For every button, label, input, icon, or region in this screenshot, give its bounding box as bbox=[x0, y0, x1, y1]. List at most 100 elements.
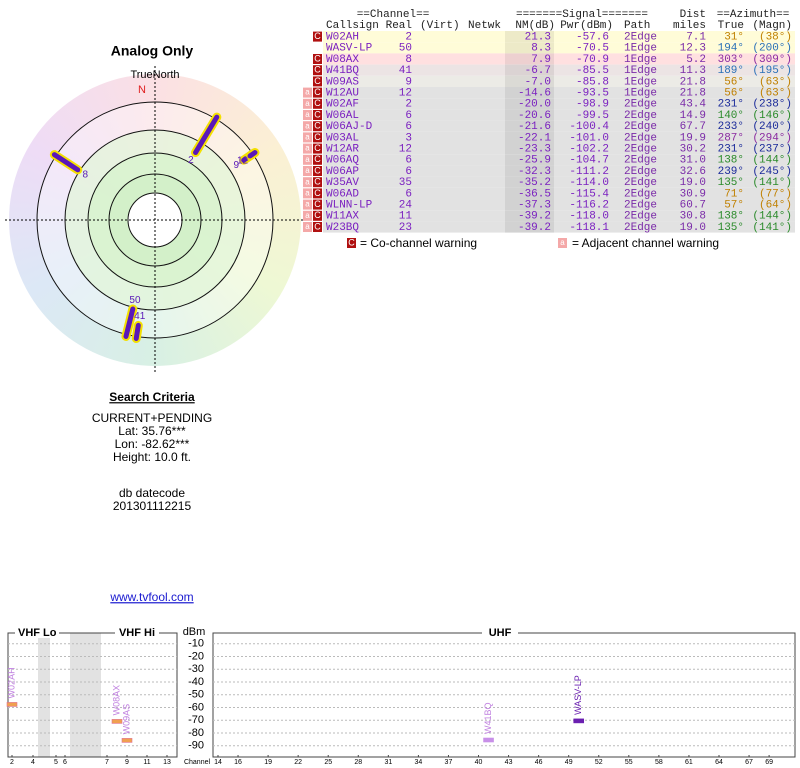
station-bar bbox=[247, 150, 258, 159]
table-cell: (141°) bbox=[752, 222, 792, 234]
table-cell: -7.0 bbox=[525, 76, 551, 88]
table-cell: (294°) bbox=[752, 132, 792, 144]
group-header: ==Channel== bbox=[357, 9, 430, 21]
x-tick-label: 55 bbox=[625, 759, 633, 766]
y-tick-label: -50 bbox=[188, 689, 204, 701]
station-label: 12 bbox=[237, 156, 249, 167]
table-cell: -104.7 bbox=[569, 155, 609, 167]
table-cell: 19.0 bbox=[680, 222, 706, 234]
site-link[interactable]: www.tvfool.com bbox=[109, 590, 193, 604]
adjacent-badge bbox=[303, 154, 312, 165]
co-channel-badge bbox=[347, 238, 356, 248]
table-cell: W35AV bbox=[326, 177, 359, 189]
row-background bbox=[323, 176, 795, 188]
signal-cell-shade bbox=[505, 87, 554, 99]
table-cell: 1Edge bbox=[624, 65, 657, 77]
table-cell: -99.5 bbox=[576, 110, 609, 122]
table-cell: 189° bbox=[718, 65, 744, 77]
co-channel-mark: C bbox=[314, 98, 321, 108]
row-background bbox=[323, 53, 795, 65]
table-cell: 12 bbox=[399, 144, 412, 156]
row-background bbox=[323, 154, 795, 166]
station-label: 41 bbox=[134, 311, 146, 322]
table-cell: 2Edge bbox=[624, 177, 657, 189]
x-tick-label: 28 bbox=[354, 759, 362, 766]
table-cell: -93.5 bbox=[576, 88, 609, 100]
adjacent-badge bbox=[303, 132, 312, 143]
table-cell: -98.9 bbox=[576, 99, 609, 111]
x-tick-label: 34 bbox=[415, 759, 423, 766]
table-cell: -102.2 bbox=[569, 144, 609, 156]
table-cell: (195°) bbox=[752, 65, 792, 77]
y-tick-label: -10 bbox=[188, 638, 204, 650]
co-channel-badge bbox=[313, 154, 322, 165]
table-cell: 2Edge bbox=[624, 32, 657, 44]
row-background bbox=[323, 210, 795, 222]
table-cell: 8 bbox=[405, 54, 412, 66]
table-cell: (144°) bbox=[752, 211, 792, 223]
x-tick-label: 7 bbox=[105, 759, 109, 766]
adjacent-badge bbox=[303, 98, 312, 109]
table-cell: 138° bbox=[718, 211, 744, 223]
search-line: Height: 10.0 ft. bbox=[113, 450, 191, 464]
table-cell: 7.1 bbox=[686, 32, 706, 44]
table-cell: 231° bbox=[718, 99, 744, 111]
signal-cell-shade bbox=[505, 221, 554, 233]
co-channel-badge bbox=[313, 166, 322, 176]
signal-cell-shade bbox=[505, 75, 554, 87]
row-background bbox=[323, 109, 795, 121]
y-tick-label: -90 bbox=[188, 740, 204, 752]
row-background bbox=[323, 131, 795, 143]
co-channel-mark: C bbox=[314, 31, 321, 41]
co-channel-mark: C bbox=[314, 121, 321, 131]
table-cell: 239° bbox=[718, 166, 744, 178]
x-tick-label: 5 bbox=[54, 759, 58, 766]
table-cell: (237°) bbox=[752, 144, 792, 156]
station-name: WASV-LP bbox=[573, 675, 583, 715]
adjacent-badge bbox=[303, 166, 312, 176]
co-channel-mark: C bbox=[314, 165, 321, 175]
station-name: W09AS bbox=[121, 704, 131, 735]
group-header: ==Azimuth== bbox=[717, 9, 790, 21]
station-level bbox=[121, 738, 133, 743]
signal-cell-shade bbox=[505, 199, 554, 211]
adjacent-mark: a bbox=[305, 110, 310, 119]
table-cell: 35 bbox=[399, 177, 412, 189]
station-level bbox=[483, 737, 494, 743]
table-cell: (309°) bbox=[752, 54, 792, 66]
table-cell: W12AU bbox=[326, 88, 359, 100]
table-cell: 194° bbox=[718, 43, 744, 55]
band-label-bg bbox=[115, 626, 159, 638]
table-cell: 30.2 bbox=[680, 144, 706, 156]
table-cell: W06AP bbox=[326, 166, 359, 178]
adjacent-mark: a bbox=[305, 211, 310, 220]
column-header: Netwk bbox=[468, 20, 501, 32]
adjacent-mark: a bbox=[305, 200, 310, 209]
co-channel-badge bbox=[313, 188, 322, 199]
table-cell: (238°) bbox=[752, 99, 792, 111]
adjacent-mark: a bbox=[305, 121, 310, 130]
station-level bbox=[6, 702, 18, 707]
column-header: (Magn) bbox=[752, 20, 792, 32]
co-channel-mark: C bbox=[314, 199, 321, 209]
y-axis-label: dBm bbox=[183, 626, 206, 638]
table-cell: -118.1 bbox=[569, 222, 609, 234]
table-cell: -39.2 bbox=[518, 222, 551, 234]
table-cell: 71° bbox=[724, 188, 744, 200]
x-tick-label: 37 bbox=[445, 759, 453, 766]
x-tick-label: 6 bbox=[63, 759, 67, 766]
table-cell: -85.8 bbox=[576, 76, 609, 88]
table-cell: 140° bbox=[718, 110, 744, 122]
table-cell: -21.6 bbox=[518, 121, 551, 133]
table-cell: 1Edge bbox=[624, 88, 657, 100]
table-cell: 56° bbox=[724, 88, 744, 100]
table-cell: 2Edge bbox=[624, 211, 657, 223]
table-cell: 5.2 bbox=[686, 54, 706, 66]
signal-cell-shade bbox=[505, 120, 554, 132]
row-background bbox=[323, 221, 795, 233]
table-cell: 2Edge bbox=[624, 222, 657, 234]
table-cell: 1Edge bbox=[624, 54, 657, 66]
table-cell: 57° bbox=[724, 200, 744, 212]
signal-cell-shade bbox=[505, 98, 554, 110]
